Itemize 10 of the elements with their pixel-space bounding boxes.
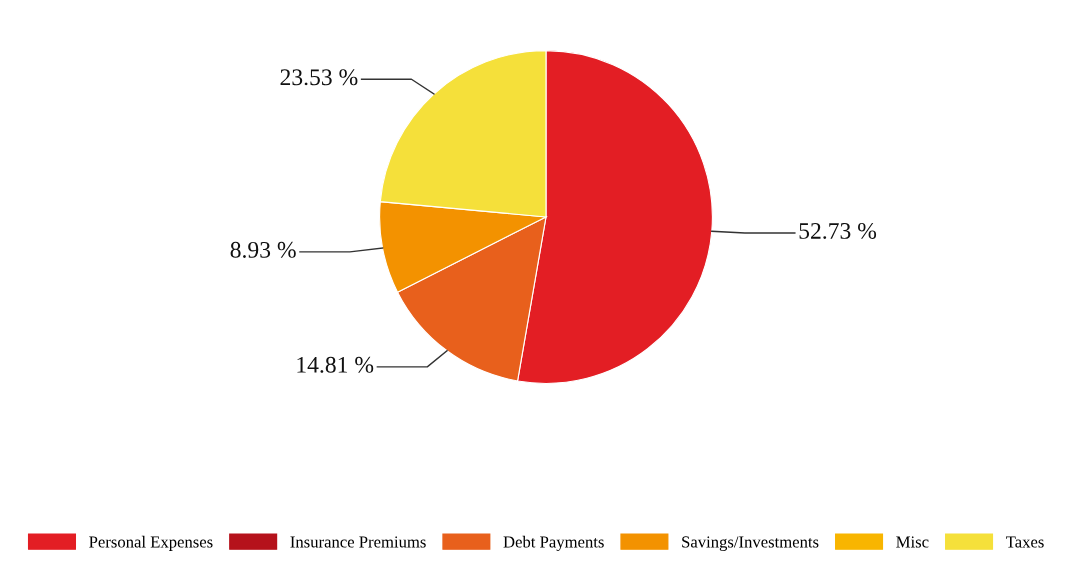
legend-label: Debt Payments	[503, 535, 604, 551]
legend-label: Taxes	[1006, 536, 1044, 548]
data-label: 52.73 %	[799, 222, 877, 239]
data-label: 23.53 %	[280, 69, 358, 86]
legend-label: Misc	[896, 536, 929, 548]
legend-label: Savings/Investments	[682, 536, 819, 551]
legend-label: Personal Expenses	[89, 535, 213, 551]
legend-label: Insurance Premiums	[290, 536, 426, 548]
data-label: 14.81 %	[297, 356, 374, 373]
data-label: 8.93 %	[230, 241, 296, 258]
